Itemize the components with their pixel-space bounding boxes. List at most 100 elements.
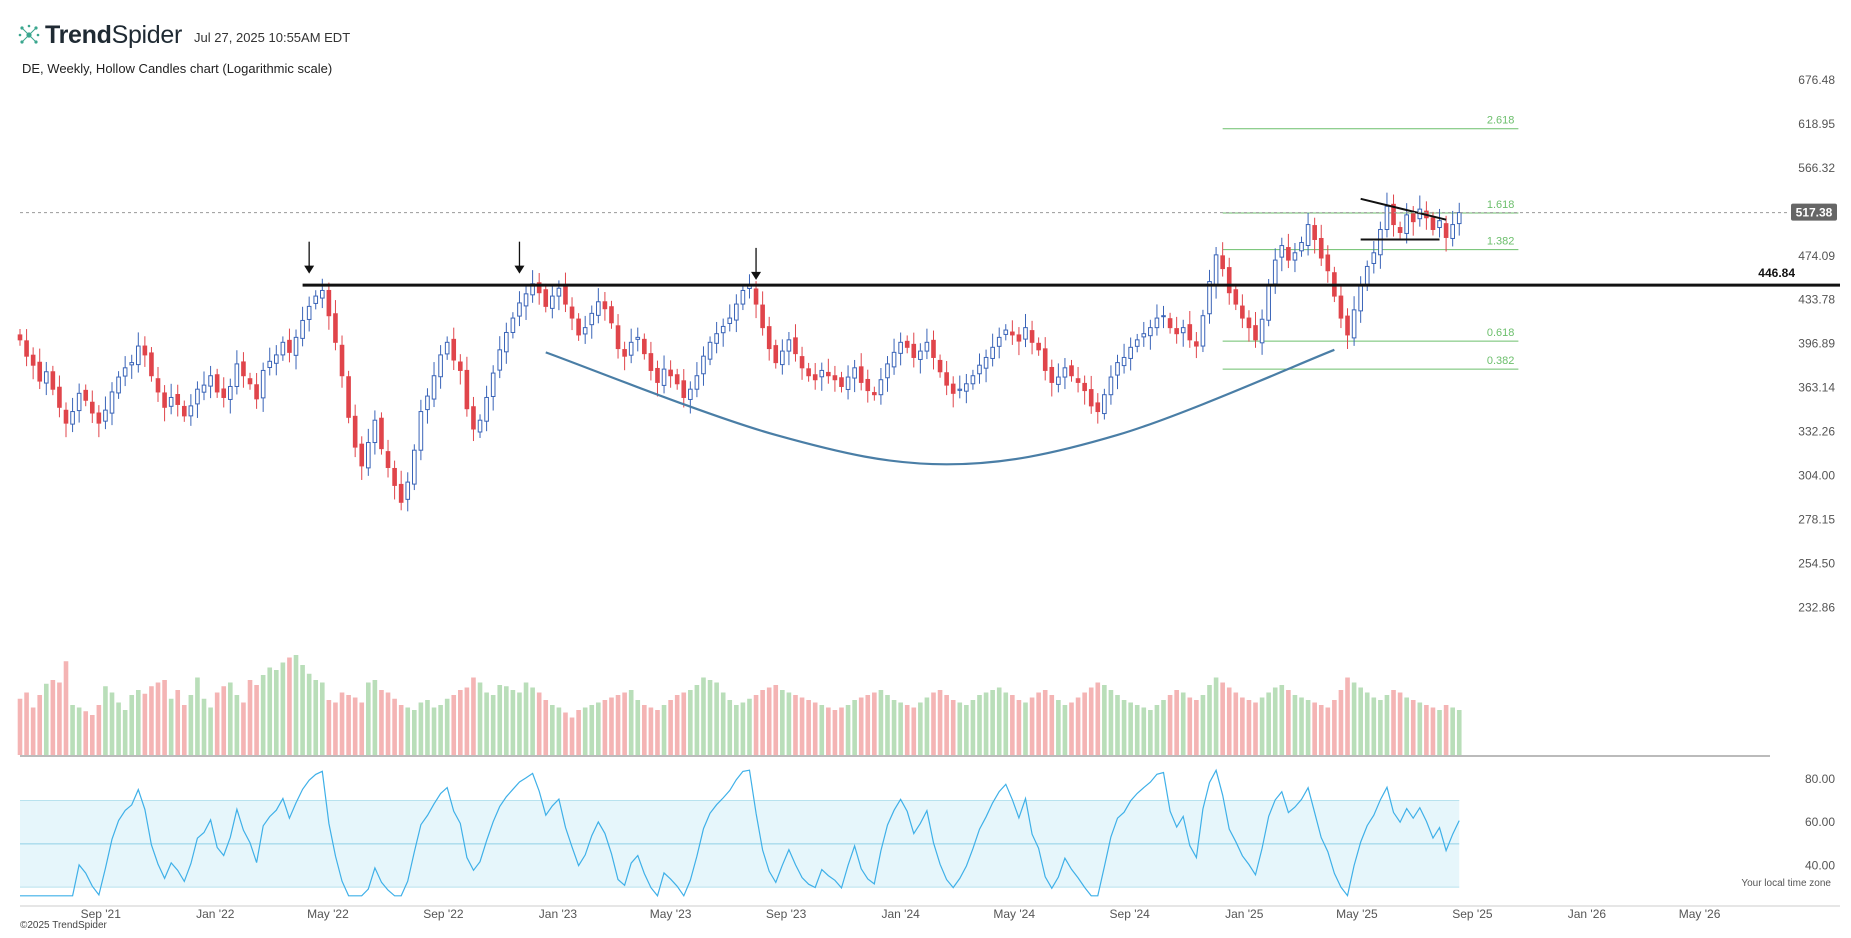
candle-body [372, 419, 378, 444]
candle-body [622, 349, 627, 357]
volume-bar [221, 686, 227, 755]
volume-bar [122, 710, 128, 755]
candle-body [484, 396, 489, 422]
x-axis-label: May '23 [650, 907, 692, 921]
candle-body [326, 289, 332, 317]
x-axis-label: Jan '26 [1568, 907, 1607, 921]
candle-body [977, 364, 982, 375]
volume-bar [1023, 702, 1028, 755]
candle-body [504, 331, 509, 353]
candle-body [1456, 212, 1462, 225]
volume-bar [1167, 695, 1173, 755]
volume-bar [241, 702, 246, 755]
resistance-label: 446.84 [1758, 266, 1795, 280]
candle-body [1102, 394, 1107, 415]
candle-body [1115, 362, 1120, 376]
candle-body [543, 289, 549, 307]
candle-body [937, 359, 943, 373]
candle-body [885, 363, 890, 379]
rsi-axis-label: 40.00 [1805, 859, 1835, 873]
candle-body [287, 339, 292, 353]
volume-bar [615, 695, 621, 755]
candle-body [490, 372, 496, 397]
candle-body [832, 375, 838, 381]
volume-bar [668, 700, 673, 755]
candle-body [878, 379, 884, 396]
price-axis-label: 396.89 [1798, 337, 1835, 351]
volume-bar [1266, 692, 1271, 755]
volume-bar [655, 710, 660, 755]
candle-body [826, 371, 831, 377]
volume-bar [1450, 707, 1455, 755]
candle-body [1134, 339, 1140, 347]
volume-bar [760, 690, 765, 755]
volume-bar [504, 686, 509, 755]
candle-body [1358, 285, 1363, 312]
volume-bar [911, 707, 917, 755]
volume-bar [891, 700, 897, 755]
candle-body [254, 384, 259, 400]
candle-body [839, 377, 844, 387]
candle-body [201, 384, 207, 393]
volume-bar [766, 687, 772, 755]
candle-body [1010, 331, 1015, 336]
candles[interactable] [17, 192, 1462, 512]
candle-body [1378, 228, 1383, 256]
fib-level-label: 1.618 [1487, 199, 1515, 211]
candle-body [280, 341, 286, 356]
current-price-label: 517.38 [1796, 206, 1833, 220]
brand-bold: Trend [45, 20, 112, 49]
candle-body [129, 362, 135, 366]
candle-body [753, 288, 759, 305]
volume-bar [260, 675, 266, 755]
volume-bar [1095, 682, 1101, 755]
candle-body [1088, 389, 1094, 407]
candle-body [970, 375, 976, 385]
candle-body [964, 383, 969, 392]
candle-body [1082, 382, 1087, 392]
volume-bar [273, 670, 279, 755]
volume-bar [582, 707, 588, 755]
volume-bar [254, 685, 259, 755]
volume-bar [425, 700, 430, 755]
candle-body [142, 345, 148, 356]
volume-bar [175, 690, 181, 755]
volume-bar [674, 695, 680, 755]
volume-bar [609, 697, 614, 755]
candle-body [819, 369, 825, 378]
volume-bar [418, 702, 424, 755]
volume-bar [57, 682, 62, 755]
candle-body [944, 372, 949, 386]
candle-body [214, 374, 220, 393]
candle-body [661, 368, 667, 386]
brand-light: Spider [111, 20, 183, 49]
candle-body [103, 409, 108, 422]
candle-body [1180, 327, 1186, 334]
volume-bar [471, 677, 476, 755]
timezone-label: Your local time zone [1741, 878, 1831, 889]
volume-bar [1279, 685, 1285, 755]
volume-bar [1154, 705, 1160, 755]
volume-bar [135, 690, 141, 755]
x-axis-label: Jan '23 [539, 907, 578, 921]
volume-bar [333, 702, 338, 755]
candle-body [720, 325, 726, 334]
volume-bar [1029, 697, 1035, 755]
volume-bar [747, 698, 752, 755]
candle-body [1226, 267, 1232, 294]
candle-body [1266, 284, 1271, 321]
candle-body [70, 411, 75, 425]
candle-body [845, 376, 851, 390]
candle-body [1430, 217, 1436, 230]
volume-bar [569, 717, 575, 755]
volume-bar [484, 692, 489, 755]
candle-body [983, 356, 989, 369]
candle-body [477, 419, 483, 433]
volume-bar [1003, 692, 1009, 755]
candle-body [1207, 281, 1212, 315]
volume-bar [201, 698, 207, 755]
candle-body [1318, 237, 1324, 259]
candle-body [714, 333, 719, 344]
candle-body [208, 375, 213, 387]
